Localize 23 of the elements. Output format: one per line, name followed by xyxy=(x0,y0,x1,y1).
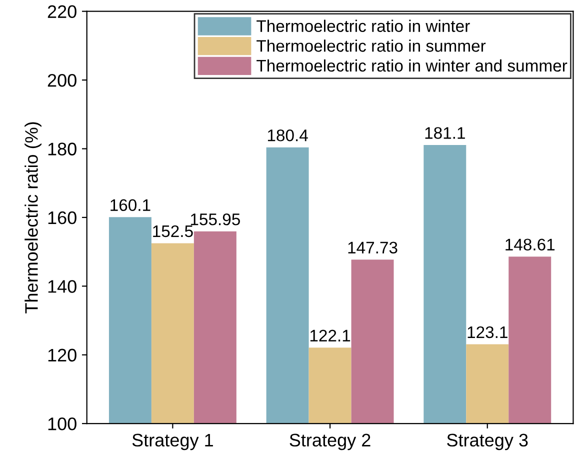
x-tick-label: Strategy 2 xyxy=(290,434,370,450)
data-label: 160.1 xyxy=(110,199,150,212)
x-tick-label: Strategy 3 xyxy=(447,434,528,450)
legend-label: Thermoelectric ratio in summer xyxy=(256,40,486,52)
data-label: 147.73 xyxy=(348,242,398,254)
y-tick-label: 220 xyxy=(48,5,76,18)
legend-label: Thermoelectric ratio in winter xyxy=(256,20,470,32)
y-tick-label: 140 xyxy=(48,280,76,293)
y-axis-title: Thermoelectric ratio (%) xyxy=(24,122,42,314)
data-label: 181.1 xyxy=(425,127,465,139)
data-label: 152.5 xyxy=(153,225,193,238)
data-label: 123.1 xyxy=(468,326,508,338)
y-tick-label: 120 xyxy=(48,348,76,362)
data-label: 148.61 xyxy=(506,238,555,250)
data-label: 122.1 xyxy=(310,330,350,342)
y-tick-label: 180 xyxy=(48,142,76,156)
x-tick-label: Strategy 1 xyxy=(132,434,213,450)
data-label: 180.4 xyxy=(268,129,308,142)
y-tick-label: 100 xyxy=(48,417,76,430)
legend-label: Thermoelectric ratio in winter and summer xyxy=(256,59,568,72)
data-label: 155.95 xyxy=(190,213,240,226)
y-tick-label: 160 xyxy=(48,211,76,224)
y-tick-label: 200 xyxy=(48,74,76,87)
